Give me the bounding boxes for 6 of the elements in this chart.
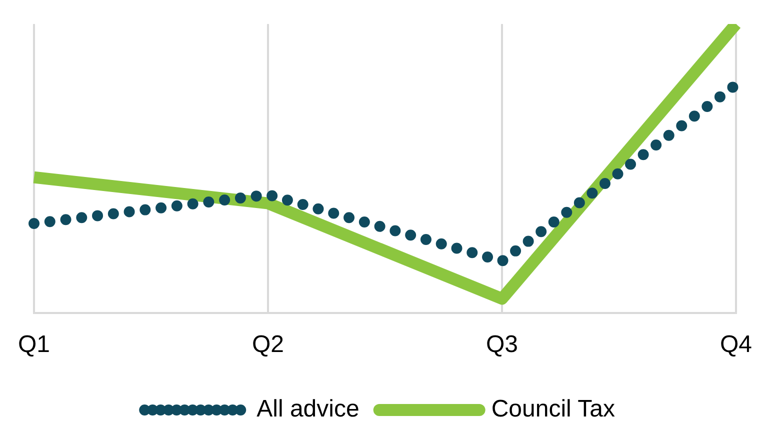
legend-label: All advice (256, 396, 360, 423)
legend-label: Council Tax (491, 396, 615, 423)
x-tick-label: Q4 (720, 331, 752, 358)
x-tick-label: Q1 (18, 331, 50, 358)
x-tick-label: Q3 (486, 331, 518, 358)
x-tick-label: Q2 (252, 331, 284, 358)
